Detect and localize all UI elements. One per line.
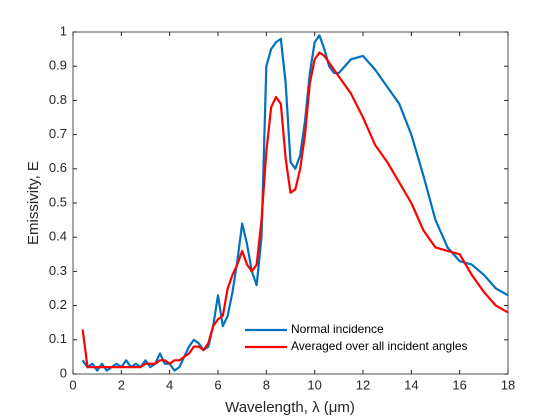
y-tick-label: 0.3 — [49, 263, 67, 278]
x-tick-label: 18 — [501, 377, 515, 392]
y-tick-label: 0 — [60, 365, 67, 380]
x-axis-label: Wavelength, λ (μm) — [225, 399, 355, 416]
x-tick-label: 10 — [307, 377, 321, 392]
y-tick-label: 0.4 — [49, 229, 67, 244]
x-tick-label: 0 — [69, 377, 76, 392]
legend-text: Averaged over all incident angles — [291, 339, 468, 353]
y-tick-label: 1 — [60, 23, 67, 38]
x-tick-label: 6 — [214, 377, 221, 392]
y-tick-label: 0.5 — [49, 194, 67, 209]
plot-frame — [72, 31, 509, 375]
y-tick-label: 0.7 — [49, 126, 67, 141]
x-tick-label: 14 — [404, 377, 418, 392]
series-line — [81, 51, 509, 369]
series-line — [81, 34, 509, 372]
y-tick-label: 0.1 — [49, 331, 67, 346]
x-tick-label: 8 — [263, 377, 270, 392]
x-tick-label: 4 — [166, 377, 173, 392]
x-tick-label: 2 — [118, 377, 125, 392]
legend-text: Normal incidence — [291, 322, 384, 336]
x-tick-label: 12 — [356, 377, 370, 392]
y-tick-label: 0.9 — [49, 58, 67, 73]
x-tick-label: 16 — [452, 377, 466, 392]
y-tick-label: 0.2 — [49, 297, 67, 312]
y-tick-label: 0.6 — [49, 160, 67, 175]
y-tick-label: 0.8 — [49, 92, 67, 107]
y-axis-label: Emissivity, E — [25, 161, 42, 245]
